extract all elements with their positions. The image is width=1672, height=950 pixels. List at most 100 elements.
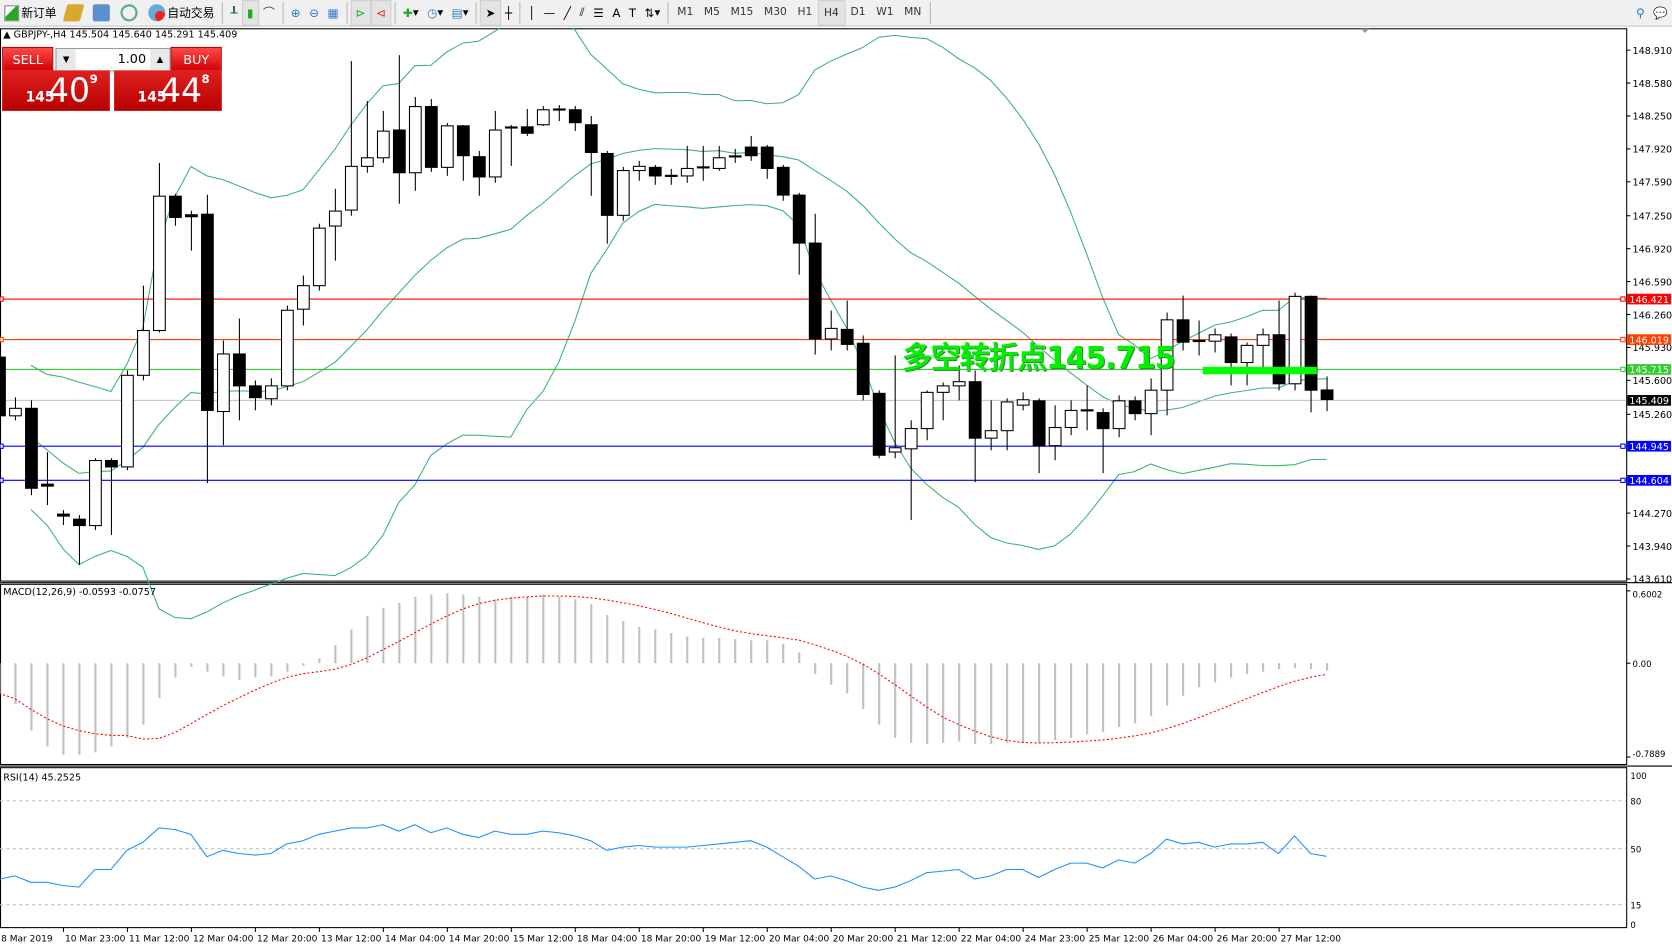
- text-label-button[interactable]: T: [625, 1, 641, 24]
- timeframe-bar: M1 M5 M15 M30 H1 H4 D1 W1 MN: [672, 0, 927, 26]
- turning-point-annotation[interactable]: 多空转折点145.715: [902, 340, 1176, 376]
- price-tick-label: 147.250: [1633, 211, 1672, 222]
- tile-windows-button[interactable]: ▦: [323, 1, 343, 24]
- bullish-candle: [728, 155, 742, 158]
- timeframe-h1[interactable]: H1: [797, 5, 813, 18]
- separator: [519, 2, 521, 24]
- timeframe-w1[interactable]: W1: [876, 5, 894, 18]
- bullish-candle: [216, 353, 230, 413]
- bullish-candle: [1160, 319, 1174, 391]
- bearish-candle: [169, 195, 182, 218]
- bullish-candle: [552, 108, 566, 111]
- rsi-tick-label: 100: [1630, 772, 1646, 782]
- time-label: 22 Mar 04:00: [961, 934, 1022, 944]
- candlestick-button[interactable]: ▮: [241, 0, 259, 26]
- trendline-button[interactable]: ╱: [560, 1, 576, 24]
- bollinger-upper: [30, 27, 1327, 393]
- bar-chart-button[interactable]: ┸: [226, 1, 242, 24]
- timeframe-d1[interactable]: D1: [850, 5, 866, 18]
- main-chart-frame: [0, 28, 1628, 582]
- signals-button[interactable]: [116, 1, 144, 24]
- timeframe-m30[interactable]: M30: [764, 5, 787, 18]
- chat-button[interactable]: 💬: [1649, 1, 1672, 24]
- turning-point-bar: [1202, 366, 1317, 375]
- history-center-button[interactable]: [61, 1, 89, 24]
- vertical-line-button[interactable]: │: [524, 1, 540, 24]
- bearish-candle: [73, 518, 86, 527]
- price-tag: [1627, 440, 1671, 452]
- collapse-icon[interactable]: ▲: [3, 29, 14, 41]
- terminal-button[interactable]: [89, 1, 117, 24]
- indicators-button[interactable]: ✚ ▼: [399, 1, 423, 24]
- dropdown-icon: ▼: [437, 8, 444, 18]
- level-handle: [0, 443, 4, 449]
- lot-size-field[interactable]: ▼ 1.00 ▲: [55, 47, 171, 72]
- time-label: 20 Mar 04:00: [769, 934, 830, 944]
- horizontal-line-icon: —: [543, 5, 556, 20]
- time-label: 19 Mar 12:00: [705, 934, 766, 944]
- arrows-icon: ⇅: [644, 5, 655, 20]
- fibonacci-button[interactable]: ☰: [589, 1, 608, 24]
- bullish-candle: [1192, 339, 1206, 343]
- buy-price[interactable]: 145 44 8: [114, 70, 222, 111]
- bullish-candle: [824, 327, 838, 340]
- chart-area[interactable]: 148.910 148.580 148.250 147.920 147.590 147.2…: [0, 27, 1672, 950]
- price-tag: [1627, 475, 1671, 486]
- equidistant-channel-button[interactable]: ⫽: [575, 1, 589, 24]
- sell-button[interactable]: SELL: [2, 46, 54, 72]
- new-order-icon: [4, 4, 20, 21]
- symbol-ohlc: GBPJPY-,H4 145.504 145.640 145.291 145.4…: [13, 29, 238, 41]
- timeframe-m5[interactable]: M5: [703, 5, 720, 18]
- timeframe-m1[interactable]: M1: [677, 5, 694, 18]
- timeframe-h4[interactable]: H4: [817, 0, 846, 26]
- time-label: 14 Mar 04:00: [385, 934, 446, 944]
- chart-shift-button[interactable]: ⊲: [370, 0, 392, 26]
- bearish-candle: [392, 129, 406, 174]
- text-button[interactable]: A: [608, 1, 625, 24]
- timeframe-m15[interactable]: M15: [730, 5, 754, 18]
- bearish-candle: [1032, 400, 1046, 447]
- zoom-out-button[interactable]: ⊖: [305, 1, 323, 24]
- bearish-candle: [1224, 336, 1238, 364]
- search-button[interactable]: ⚲: [1632, 1, 1649, 24]
- horizontal-line-button[interactable]: —: [539, 1, 559, 24]
- templates-button[interactable]: ▤ ▼: [447, 1, 472, 24]
- bearish-candle: [232, 353, 246, 387]
- arrows-button[interactable]: ⇅ ▼: [640, 1, 664, 24]
- price-tick-label: 146.260: [1633, 310, 1672, 321]
- auto-trading-button[interactable]: 自动交易: [144, 1, 219, 24]
- line-chart-button[interactable]: ⌒: [259, 1, 279, 24]
- new-order-button[interactable]: 新订单: [0, 1, 61, 24]
- auto-scroll-button[interactable]: ⊳: [350, 0, 371, 26]
- crosshair-button[interactable]: ┼: [501, 1, 517, 24]
- price-tick-label: 146.590: [1633, 277, 1672, 288]
- lot-increase-button[interactable]: ▲: [150, 49, 170, 71]
- time-label: 10 Mar 23:00: [65, 934, 126, 944]
- cursor-button[interactable]: ➤: [480, 0, 501, 26]
- chart-shift-icon: ⊲: [376, 5, 386, 20]
- bearish-candle: [600, 152, 614, 216]
- lot-decrease-button[interactable]: ▼: [56, 49, 76, 71]
- dropdown-icon: ▼: [462, 8, 469, 18]
- fibonacci-icon: ☰: [593, 5, 604, 20]
- bullish-candle: [488, 129, 502, 178]
- buy-button[interactable]: BUY: [170, 46, 222, 72]
- time-label: 26 Mar 04:00: [1153, 934, 1214, 944]
- separator: [475, 2, 478, 24]
- periods-button[interactable]: ◷ ▼: [423, 1, 448, 24]
- zoom-in-button[interactable]: ⊕: [287, 1, 305, 24]
- bullish-candle: [936, 385, 950, 393]
- timeframe-mn[interactable]: MN: [904, 5, 922, 18]
- bearish-candle: [1096, 412, 1110, 430]
- level-handle: [1620, 477, 1626, 483]
- bearish-candle: [25, 407, 38, 489]
- folder-icon: [62, 4, 85, 22]
- time-label: 8 Mar 2019: [1, 934, 53, 944]
- lot-value[interactable]: 1.00: [117, 51, 147, 67]
- sell-price[interactable]: 145 40 9: [2, 70, 110, 111]
- bullish-candle: [632, 165, 646, 172]
- bearish-candle: [840, 328, 854, 345]
- tile-icon: ▦: [327, 5, 339, 20]
- rsi-tick-label: 0: [1630, 921, 1635, 931]
- text-label-icon: T: [628, 5, 637, 20]
